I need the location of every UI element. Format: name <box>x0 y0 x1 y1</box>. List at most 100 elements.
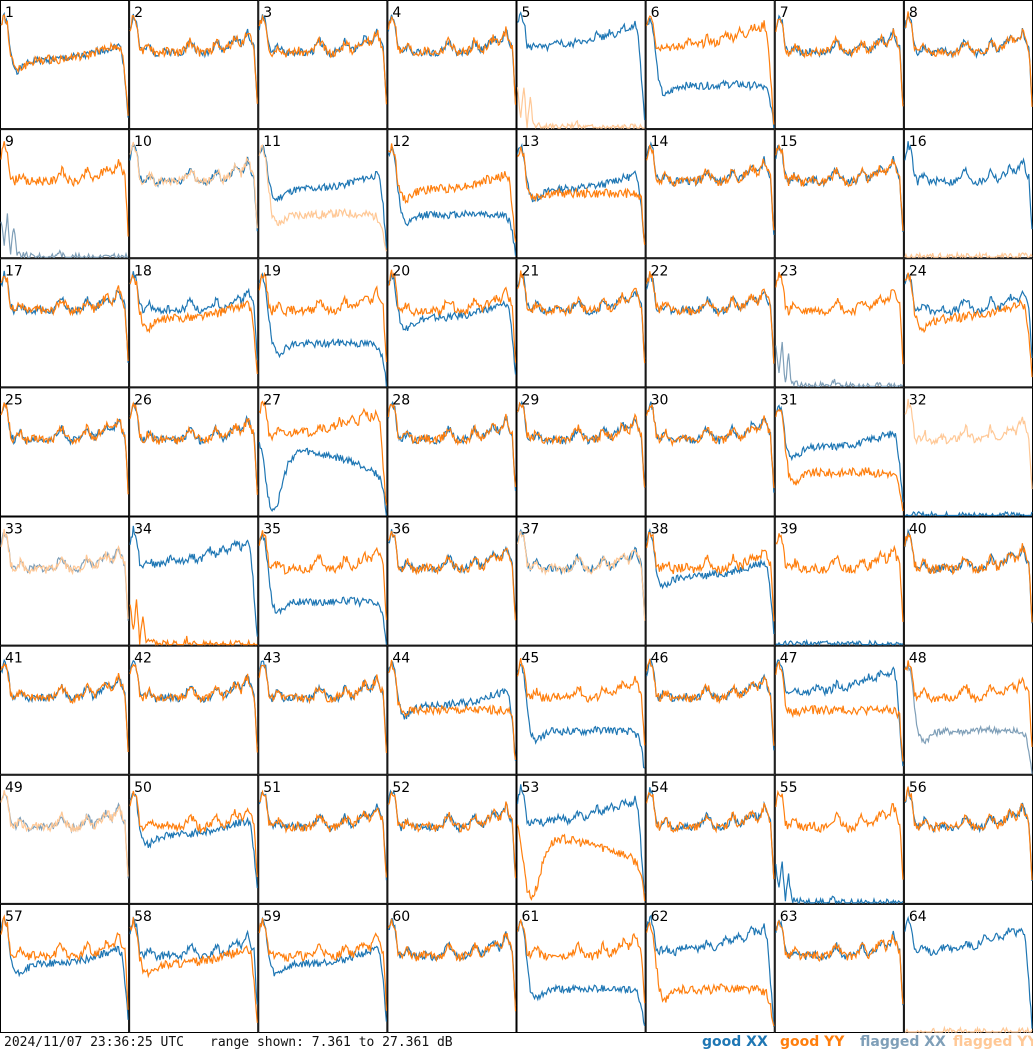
panel-frame <box>774 258 904 388</box>
series-yy-line <box>387 918 517 1012</box>
panel-frame <box>387 903 517 1033</box>
series-yy-line <box>775 143 904 231</box>
series-yy-line <box>904 250 1033 260</box>
panel-54: 54 <box>645 774 775 904</box>
series-xx-line <box>775 659 904 767</box>
panel-label: 49 <box>5 780 23 796</box>
panel-frame <box>129 645 259 775</box>
series-yy-line <box>516 657 646 746</box>
panel-frame <box>645 0 775 130</box>
series-yy-line <box>646 15 775 125</box>
panel-59: 59 <box>258 903 388 1033</box>
panel-frame <box>903 258 1033 388</box>
legend-flagged-yy: flagged YY <box>953 1034 1033 1050</box>
panel-frame <box>0 258 130 388</box>
panel-frame <box>903 387 1033 517</box>
panel-frame <box>774 129 904 259</box>
series-yy-line <box>258 144 387 252</box>
series-yy-line <box>0 528 129 619</box>
panel-label: 2 <box>134 5 143 21</box>
series-yy-line <box>387 15 517 105</box>
panel-label: 48 <box>909 651 927 667</box>
panel-5: 5 <box>516 0 646 131</box>
series-yy-line <box>129 599 258 647</box>
panel-39: 39 <box>774 516 904 647</box>
panel-label: 55 <box>780 780 798 796</box>
panel-frame <box>258 774 388 904</box>
series-xx-line <box>387 146 517 256</box>
panel-23: 23 <box>774 258 904 389</box>
series-yy-line <box>258 530 387 620</box>
panel-label: 43 <box>263 651 281 667</box>
series-yy-line <box>258 14 387 105</box>
series-xx-line <box>516 784 646 894</box>
series-yy-line <box>775 271 904 365</box>
panel-20: 20 <box>387 258 517 388</box>
series-xx-line <box>258 916 387 1022</box>
panel-label: 14 <box>651 134 669 150</box>
panel-38: 38 <box>645 516 775 646</box>
series-yy-line <box>646 921 775 1027</box>
series-xx-line <box>904 141 1033 230</box>
panel-frame <box>903 0 1033 130</box>
panel-frame <box>129 129 259 259</box>
panel-56: 56 <box>903 774 1033 904</box>
panel-label: 11 <box>263 134 281 150</box>
panel-label: 28 <box>392 392 410 408</box>
panel-30: 30 <box>645 387 775 517</box>
series-xx-line <box>258 272 387 387</box>
legend-flagged-xx: flagged XX <box>860 1034 946 1050</box>
series-yy-line <box>646 144 775 231</box>
panel-frame <box>903 645 1033 775</box>
panel-label: 41 <box>5 651 23 667</box>
series-yy-line <box>0 790 129 877</box>
panel-frame <box>774 516 904 646</box>
panel-label: 42 <box>134 651 152 667</box>
panel-label: 30 <box>651 392 669 408</box>
panel-label: 59 <box>263 909 281 925</box>
panel-26: 26 <box>129 387 259 517</box>
panel-frame <box>387 387 517 517</box>
panel-62: 62 <box>645 903 775 1033</box>
panel-label: 44 <box>392 651 410 667</box>
panel-frame <box>387 129 517 259</box>
series-yy-line <box>904 531 1033 623</box>
panel-25: 25 <box>0 387 130 517</box>
series-xx-line <box>258 660 387 752</box>
panel-label: 45 <box>522 651 540 667</box>
panel-frame <box>645 645 775 775</box>
panel-label: 17 <box>5 263 23 279</box>
panel-label: 8 <box>909 5 918 21</box>
panel-35: 35 <box>258 516 388 646</box>
series-yy-line <box>646 402 775 489</box>
series-xx-line <box>129 271 258 361</box>
series-xx-line <box>258 14 387 100</box>
panel-45: 45 <box>516 645 646 775</box>
panel-label: 36 <box>392 522 410 538</box>
panel-frame <box>516 516 646 646</box>
series-yy-line <box>646 271 775 364</box>
panel-10: 10 <box>129 129 259 259</box>
panel-frame <box>258 258 388 388</box>
series-yy-line <box>387 790 517 879</box>
panel-41: 41 <box>0 645 130 775</box>
series-yy-line <box>129 401 258 495</box>
series-xx-line <box>775 341 904 389</box>
panel-24: 24 <box>903 258 1033 388</box>
series-yy-line <box>0 662 129 753</box>
panel-label: 31 <box>780 392 798 408</box>
panel-28: 28 <box>387 387 517 517</box>
panel-52: 52 <box>387 774 517 904</box>
series-yy-line <box>0 141 129 237</box>
series-yy-line <box>129 917 258 1023</box>
series-xx-line <box>646 914 775 1027</box>
panel-label: 22 <box>651 263 669 279</box>
panel-40: 40 <box>903 516 1033 646</box>
series-xx-line <box>0 213 129 260</box>
panel-frame <box>0 645 130 775</box>
panel-12: 12 <box>387 129 517 259</box>
panel-44: 44 <box>387 645 517 775</box>
series-yy-line <box>904 272 1033 378</box>
panel-label: 54 <box>651 780 669 796</box>
series-xx-line <box>129 525 258 637</box>
